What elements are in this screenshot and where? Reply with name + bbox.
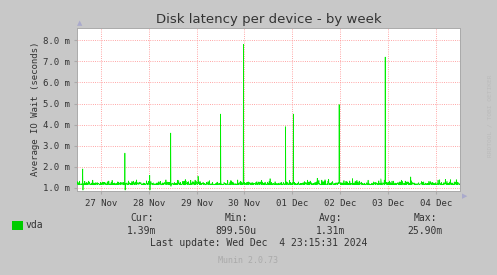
Text: vda: vda [26, 220, 43, 230]
Text: Munin 2.0.73: Munin 2.0.73 [219, 256, 278, 265]
Text: 25.90m: 25.90m [408, 226, 442, 236]
Text: 1.31m: 1.31m [316, 226, 345, 236]
Y-axis label: Average IO Wait (seconds): Average IO Wait (seconds) [31, 42, 40, 177]
Text: Min:: Min: [224, 213, 248, 223]
Text: Max:: Max: [413, 213, 437, 223]
Text: 1.39m: 1.39m [127, 226, 157, 236]
Text: Cur:: Cur: [130, 213, 154, 223]
Text: 899.50u: 899.50u [216, 226, 256, 236]
Text: RRDTOOL / TOBI OETIKER: RRDTOOL / TOBI OETIKER [487, 74, 492, 157]
Text: ▶: ▶ [462, 193, 467, 199]
Text: Avg:: Avg: [319, 213, 342, 223]
Text: Last update: Wed Dec  4 23:15:31 2024: Last update: Wed Dec 4 23:15:31 2024 [150, 238, 367, 248]
Text: ▲: ▲ [77, 20, 83, 26]
Title: Disk latency per device - by week: Disk latency per device - by week [156, 13, 381, 26]
